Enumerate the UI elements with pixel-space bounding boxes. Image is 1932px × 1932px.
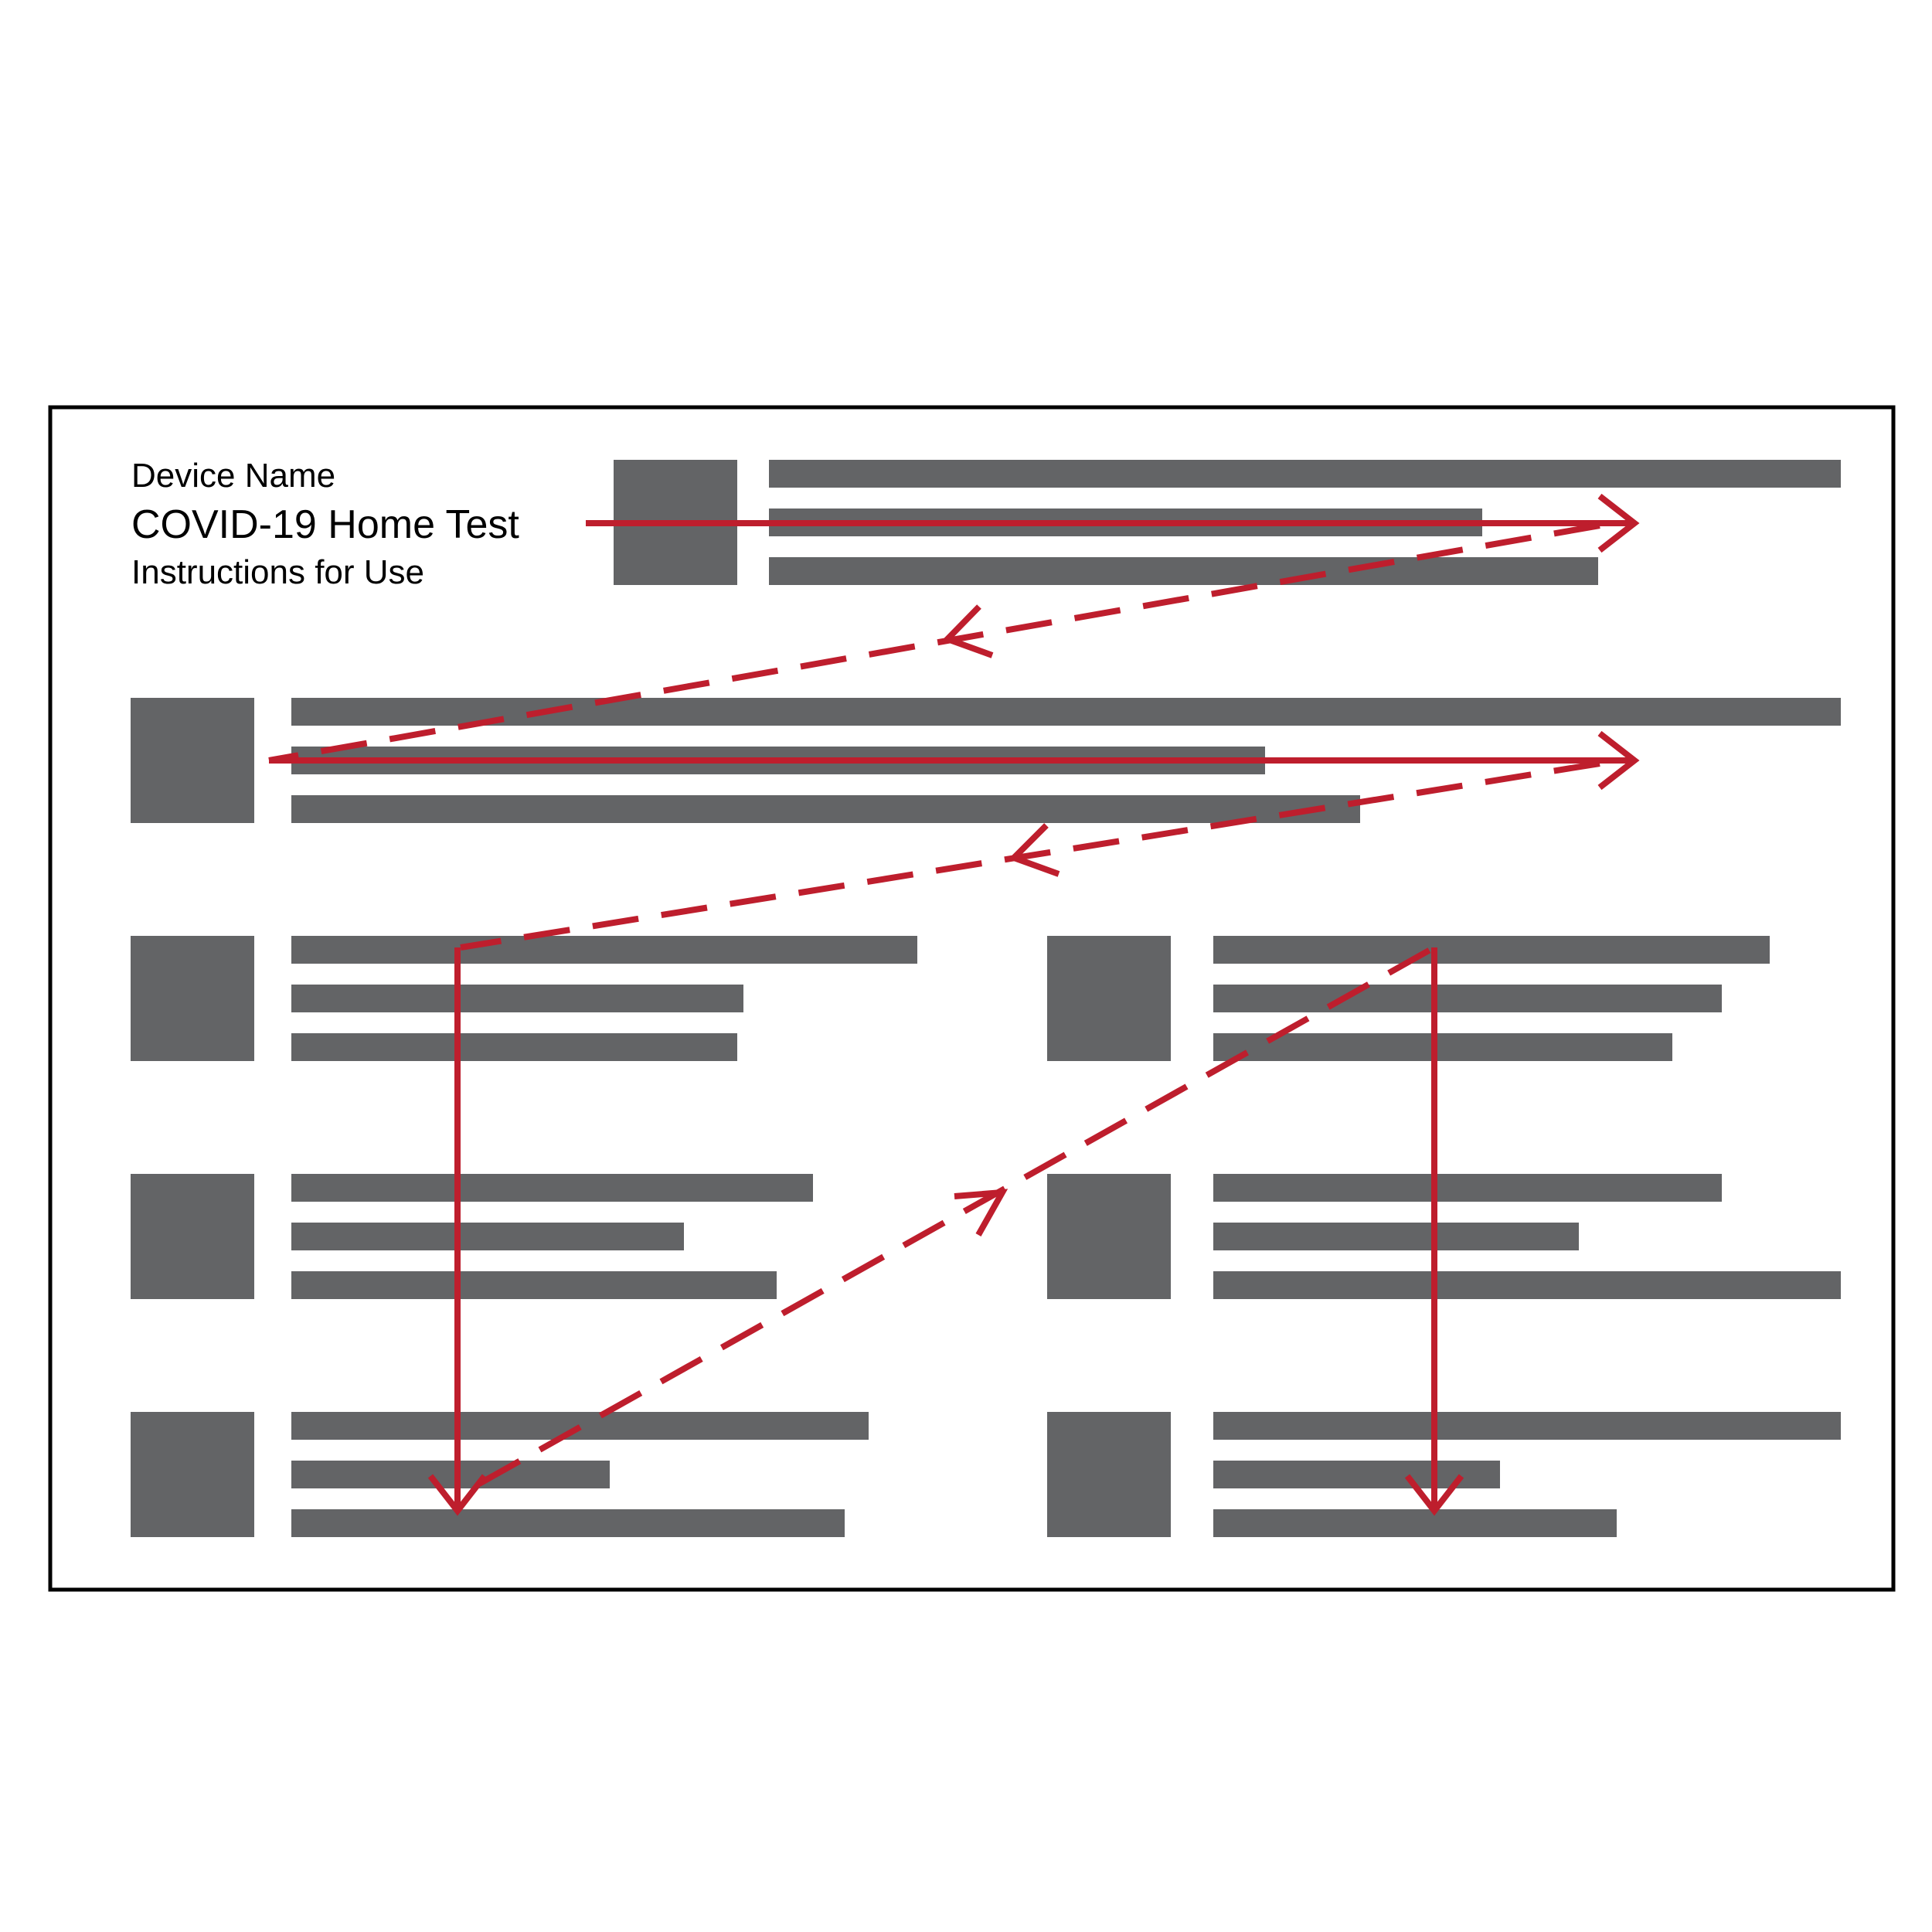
text-line-placeholder	[291, 1509, 845, 1537]
image-placeholder-3	[131, 936, 254, 1061]
text-line-placeholder	[291, 795, 1360, 823]
text-line-placeholder	[1213, 1033, 1672, 1061]
arrowhead	[954, 1189, 1009, 1236]
text-line-placeholder	[1213, 985, 1722, 1012]
image-placeholder-6	[1047, 936, 1171, 1061]
image-placeholder-2	[131, 698, 254, 823]
left-column-step-1	[131, 936, 917, 1061]
text-line-placeholder	[1213, 1223, 1579, 1250]
text-line-placeholder	[291, 1271, 777, 1299]
reading-arrow-dashed	[478, 944, 1436, 1487]
instructions-subtitle: Instructions for Use	[131, 553, 424, 591]
text-line-placeholder	[291, 698, 1841, 726]
text-line-placeholder	[1213, 936, 1770, 964]
arrowhead	[1597, 730, 1640, 791]
image-placeholder-5	[131, 1412, 254, 1537]
text-line-placeholder	[291, 985, 743, 1012]
text-line-placeholder	[291, 936, 917, 964]
text-line-placeholder	[291, 1174, 813, 1202]
text-line-placeholder	[1213, 1509, 1617, 1537]
text-line-placeholder	[291, 1223, 684, 1250]
arrowhead	[1597, 493, 1640, 553]
text-line-placeholder	[291, 1033, 737, 1061]
text-line-placeholder	[291, 1461, 610, 1488]
text-line-placeholder	[769, 460, 1841, 488]
text-line-placeholder	[1213, 1271, 1841, 1299]
text-line-placeholder	[1213, 1412, 1841, 1440]
right-column-step-3	[1047, 1412, 1841, 1537]
arrowhead	[941, 604, 994, 658]
left-column-step-3	[131, 1412, 869, 1537]
right-column-step-2	[1047, 1174, 1841, 1299]
device-name-label: Device Name	[131, 457, 335, 495]
right-column-step-1	[1047, 936, 1770, 1061]
reading-arrow-dashed	[460, 760, 1600, 951]
reading-order-arrows	[268, 493, 1640, 1516]
left-column-step-2	[131, 1174, 813, 1299]
arrowhead	[1404, 1474, 1464, 1516]
arrowhead	[427, 1474, 488, 1516]
text-line-placeholder	[769, 557, 1598, 585]
image-placeholder-4	[131, 1174, 254, 1299]
product-title: COVID-19 Home Test	[131, 502, 519, 547]
text-line-placeholder	[291, 1412, 869, 1440]
text-line-placeholder	[1213, 1174, 1722, 1202]
image-placeholder-7	[1047, 1174, 1171, 1299]
arrowhead	[1008, 823, 1060, 877]
reading-arrow-dashed	[268, 522, 1600, 764]
image-placeholder-8	[1047, 1412, 1171, 1537]
